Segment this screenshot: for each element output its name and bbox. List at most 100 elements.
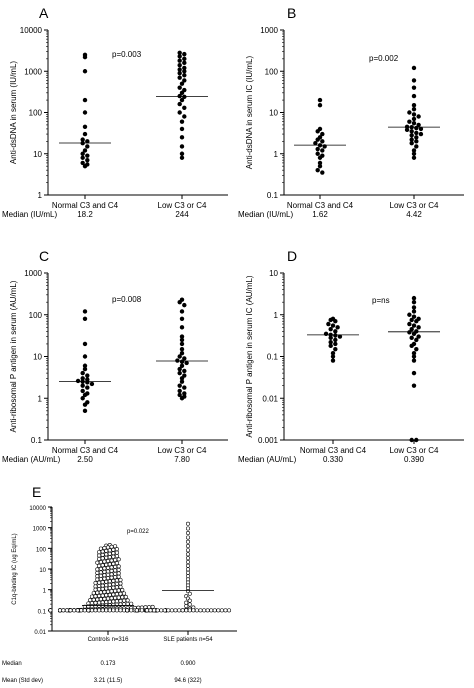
data-point [179, 135, 185, 140]
data-point [179, 155, 185, 160]
data-point [93, 608, 98, 613]
data-point [177, 392, 182, 398]
data-point [114, 592, 119, 597]
data-point [414, 135, 419, 140]
data-point [333, 341, 338, 347]
y-tick-label: 100 [265, 67, 279, 76]
data-point [418, 131, 424, 137]
chart-panel-d: D 0.001 0.01 0.1 1 10 Anti-ribosomal P antigen… [238, 248, 464, 464]
x-tick-label: Low C3 or C4 [158, 201, 207, 210]
data-point [113, 571, 118, 576]
data-point [88, 598, 93, 603]
data-point [82, 366, 88, 372]
data-point [194, 608, 199, 613]
median-row-label: Median (AU/mL) [238, 455, 297, 464]
data-point [107, 579, 112, 584]
data-point [82, 363, 88, 368]
data-point [411, 151, 417, 156]
data-point [179, 90, 185, 96]
y-tick-label: 10 [39, 568, 46, 574]
data-point [80, 388, 85, 394]
data-point [111, 602, 116, 607]
data-point [326, 321, 331, 327]
data-point [129, 601, 134, 606]
data-point [89, 381, 95, 387]
data-point [169, 608, 174, 613]
data-point [317, 103, 323, 108]
data-point [116, 571, 121, 576]
data-point [104, 586, 109, 591]
p-value-annotation: p=0.002 [369, 54, 399, 63]
data-point [109, 572, 114, 577]
data-point [173, 608, 178, 613]
data-point [187, 598, 192, 603]
data-point [411, 295, 417, 301]
data-point [177, 370, 182, 376]
data-point [95, 597, 100, 602]
y-tick-label: 0.1 [267, 191, 279, 200]
data-point [102, 589, 107, 594]
data-point [411, 116, 417, 122]
panel-label: D [287, 248, 297, 264]
data-point [98, 566, 103, 571]
data-point [155, 608, 160, 613]
data-point [61, 608, 66, 613]
data-point [411, 121, 417, 126]
median-value: 0.900 [180, 661, 196, 667]
y-tick-label: 10 [269, 109, 278, 118]
median-value: 0.390 [404, 455, 425, 464]
data-point [102, 573, 107, 578]
data-point [177, 354, 182, 359]
data-point [120, 588, 125, 593]
data-point [80, 383, 85, 388]
data-point [100, 563, 105, 568]
data-point [116, 567, 121, 572]
data-point [179, 309, 185, 314]
data-point [100, 556, 105, 561]
data-point [186, 530, 191, 535]
data-point [104, 593, 109, 598]
data-point [107, 599, 112, 604]
data-point [416, 334, 421, 339]
y-tick-label: 1 [274, 311, 279, 320]
data-point [418, 126, 424, 132]
median-row-label: Median (AU/mL) [2, 455, 61, 464]
data-point [409, 335, 414, 341]
data-point [111, 551, 116, 556]
data-point [177, 67, 182, 72]
data-point [57, 608, 62, 613]
data-point [411, 358, 417, 363]
median-value: 18.2 [77, 210, 93, 219]
y-tick-label: 1000 [24, 269, 42, 278]
data-point [100, 608, 105, 613]
data-point [116, 574, 121, 579]
data-point [82, 110, 88, 115]
data-point [179, 144, 185, 149]
data-point [317, 97, 323, 103]
data-point [80, 151, 85, 156]
x-tick-label: Controls n=316 [88, 637, 130, 643]
data-point [411, 112, 417, 117]
data-point [106, 569, 111, 574]
data-point [177, 50, 182, 56]
y-axis-label: Anti-ribosomal P antigen in serum (AU/mL… [9, 280, 18, 432]
data-point [177, 366, 182, 372]
data-point [320, 131, 325, 137]
data-point [107, 548, 112, 553]
data-point [179, 359, 185, 364]
data-point [411, 85, 417, 90]
chart-panel-e: E 0.01 0.1 1 10 100 1000 10000 C1q-binding IC (u… [2, 484, 237, 684]
data-point [116, 588, 121, 593]
data-point [414, 337, 419, 343]
data-point [104, 552, 109, 557]
data-point [335, 325, 340, 330]
panel-label: E [32, 484, 41, 500]
data-point [97, 580, 102, 585]
data-point [104, 555, 109, 560]
x-tick-label: Low C3 or C4 [390, 201, 439, 210]
data-point [209, 608, 214, 613]
data-point [315, 146, 320, 152]
data-point [114, 550, 119, 555]
data-point [179, 341, 185, 347]
y-tick-label: 1000 [24, 67, 42, 76]
